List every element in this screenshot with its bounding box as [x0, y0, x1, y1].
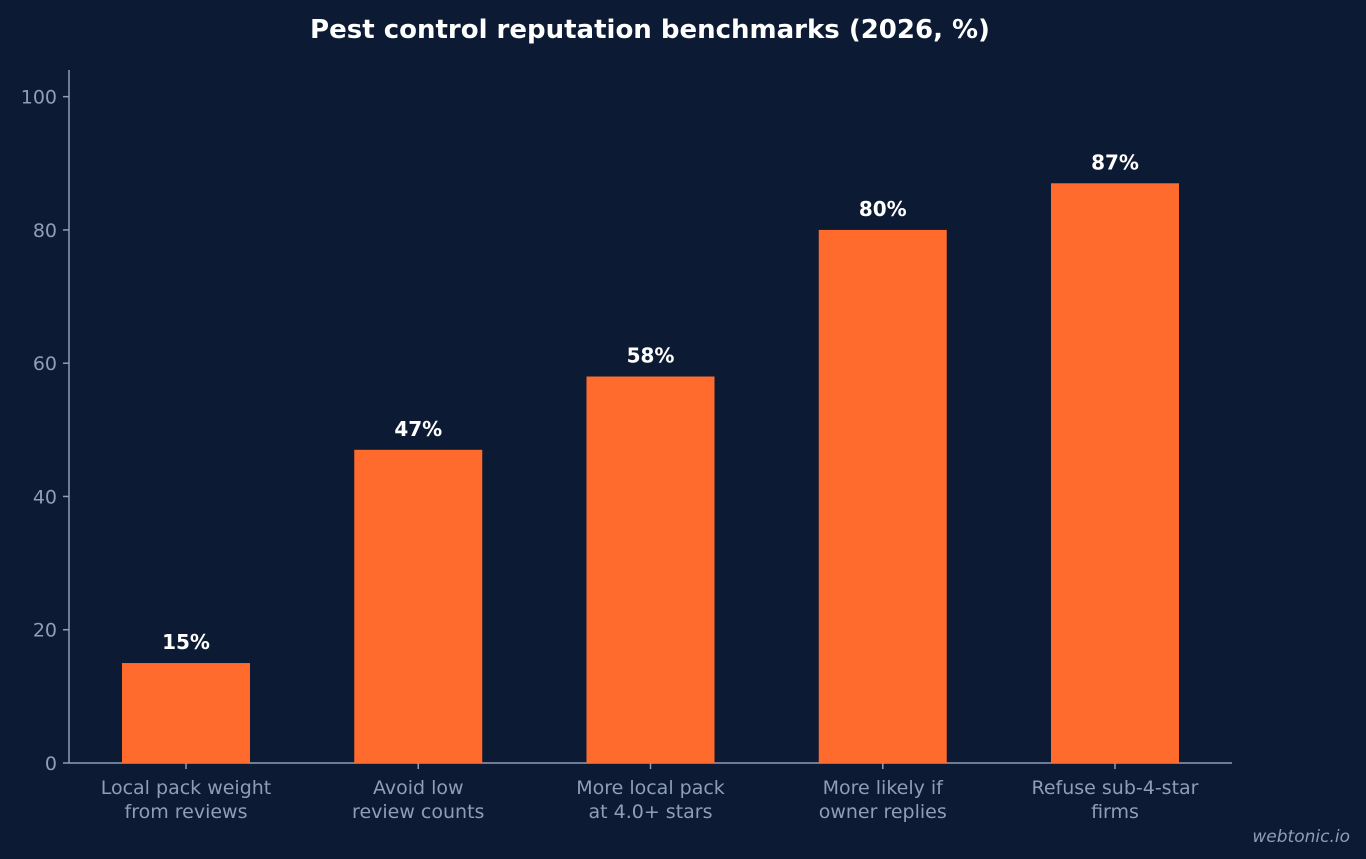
y-tick-label: 80	[33, 220, 57, 242]
y-tick-label: 20	[33, 620, 57, 642]
bar-value-label: 87%	[1091, 150, 1139, 174]
bars-group	[122, 183, 1179, 764]
category-labels-group: Local pack weight from reviews Avoid low re…	[101, 763, 1199, 823]
x-tick-label: Avoid low review counts	[352, 777, 484, 823]
y-tick-label: 100	[21, 87, 57, 109]
x-tick-label: More likely if owner replies	[819, 777, 947, 823]
y-tick-label: 40	[33, 486, 57, 508]
x-tick-label: Local pack weight from reviews	[101, 777, 272, 823]
bar	[354, 449, 483, 763]
bar	[122, 663, 250, 763]
bar	[818, 229, 947, 763]
bar-value-label: 80%	[859, 197, 907, 221]
bar	[1051, 183, 1179, 764]
x-tick-label: More local pack at 4.0+ stars	[576, 777, 725, 823]
watermark: webtonic.io	[1252, 827, 1350, 847]
bar	[586, 376, 715, 763]
chart-title: Pest control reputation benchmarks (2026…	[310, 15, 990, 45]
data-labels-group: 15% 47% 58% 80% 87%	[162, 150, 1139, 654]
y-tick-label: 0	[45, 753, 57, 775]
y-axis-ticks: 0 20 40 60 80 100	[21, 87, 69, 775]
bar-value-label: 58%	[627, 344, 675, 368]
y-tick-label: 60	[33, 353, 57, 375]
bar-value-label: 15%	[162, 630, 210, 654]
bar-value-label: 47%	[394, 417, 442, 441]
x-tick-label: Refuse sub-4-star firms	[1031, 777, 1198, 823]
